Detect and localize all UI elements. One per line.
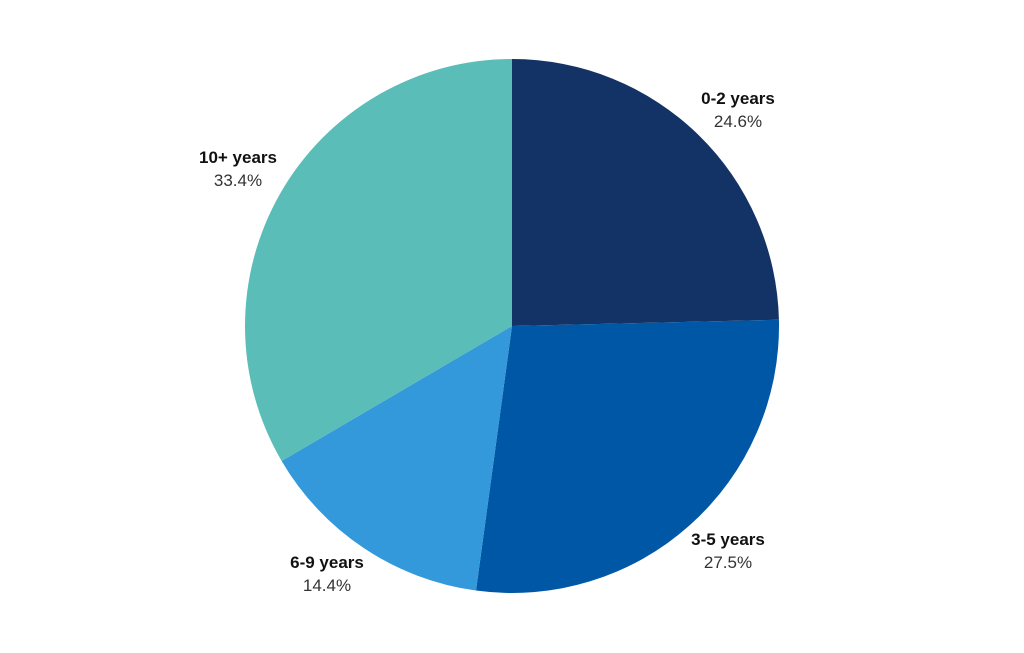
pie-slice-0-2-years [512, 59, 779, 326]
slice-label: 6-9 years [290, 553, 364, 572]
slice-label: 3-5 years [691, 530, 765, 549]
slice-value-label: 33.4% [214, 171, 262, 190]
slice-label: 10+ years [199, 148, 277, 167]
slice-value-label: 24.6% [714, 112, 762, 131]
pie-labels: 0-2 years 24.6% 3-5 years 27.5% 6-9 years 14.… [199, 89, 775, 595]
pie-slice-10-years [245, 59, 512, 461]
pie-slice-3-5-years [476, 319, 780, 593]
pie-slice-6-9-years [281, 326, 512, 591]
slice-value-label: 14.4% [303, 576, 351, 595]
slice-label: 0-2 years [701, 89, 775, 108]
slice-value-label: 27.5% [704, 553, 752, 572]
pie-slices [245, 59, 780, 593]
